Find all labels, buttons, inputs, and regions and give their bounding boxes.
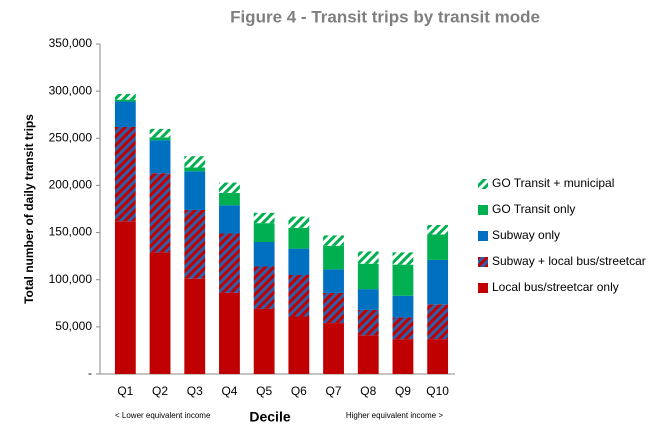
y-tick-label: 250,000	[49, 130, 93, 144]
bar-segment	[323, 235, 344, 246]
annotation: < Lower equivalent income	[115, 411, 211, 420]
x-tick-label: Q1	[117, 384, 133, 398]
x-axis-label: Decile	[249, 409, 290, 425]
y-tick-label: -	[88, 366, 92, 380]
x-tick-label: Q9	[395, 384, 411, 398]
bar-segment	[149, 173, 171, 253]
x-tick-label: Q7	[326, 384, 342, 398]
bar-segment	[288, 316, 310, 374]
bar-segment	[114, 221, 136, 374]
bar-segment	[184, 156, 206, 168]
bar-segment	[357, 335, 379, 374]
y-tick-label: 200,000	[49, 178, 93, 192]
y-tick-label: 50,000	[55, 319, 92, 333]
bar-segment	[253, 242, 275, 267]
bar-segment	[253, 212, 275, 224]
bar-segment	[323, 292, 344, 324]
bar-segment	[357, 263, 379, 290]
bar-segment	[288, 248, 310, 275]
bar-segment	[323, 323, 344, 374]
legend-label: Subway + local bus/streetcar	[492, 254, 646, 268]
bar-segment	[392, 317, 414, 340]
legend-swatch	[478, 283, 488, 293]
y-tick-label: 150,000	[49, 225, 93, 239]
bar-segment	[392, 295, 414, 318]
legend-label: GO Transit + municipal	[492, 176, 614, 190]
x-tick-label: Q8	[360, 384, 376, 398]
bar-segment	[149, 137, 171, 141]
y-tick-label: 100,000	[49, 272, 93, 286]
bar-segment	[114, 93, 136, 100]
y-axis-label: Total number of daily transit trips	[22, 114, 36, 304]
legend-swatch	[478, 231, 488, 241]
x-tick-label: Q2	[152, 384, 168, 398]
legend-label: Subway only	[492, 228, 560, 242]
bar-segment	[288, 227, 310, 249]
bar-segment	[149, 252, 171, 374]
bar-segment	[288, 275, 310, 317]
legend-swatch	[478, 179, 488, 189]
bar-segment	[323, 269, 344, 293]
x-tick-label: Q10	[426, 384, 449, 398]
bar-segment	[323, 245, 344, 270]
x-tick-label: Q3	[187, 384, 203, 398]
y-tick-label: 300,000	[49, 83, 93, 97]
bar-segment	[253, 266, 275, 309]
bar-segment	[392, 264, 414, 296]
bar-segment	[427, 304, 449, 340]
bar-segment	[253, 308, 275, 374]
legend-label: Local bus/streetcar only	[492, 280, 619, 294]
bar-segment	[357, 309, 379, 336]
bar-segment	[288, 216, 310, 228]
bar-segment	[427, 234, 449, 260]
bar-segment	[427, 259, 449, 305]
chart-title: Figure 4 - Transit trips by transit mode	[230, 7, 540, 26]
x-tick-label: Q6	[291, 384, 307, 398]
bar-segment	[114, 99, 136, 102]
bar-segment	[184, 278, 206, 374]
bar-segment	[114, 101, 136, 127]
bar-segment	[219, 192, 240, 206]
bar-segment	[253, 223, 275, 242]
legend-swatch	[478, 205, 488, 215]
bar-segment	[149, 128, 171, 138]
bar-segment	[219, 205, 240, 234]
bar-segment	[184, 171, 206, 210]
bar-segment	[184, 209, 206, 279]
bar-segment	[149, 140, 171, 174]
bar-segment	[219, 233, 240, 293]
x-tick-label: Q4	[221, 384, 237, 398]
bar-segment	[219, 292, 240, 374]
x-tick-label: Q5	[256, 384, 272, 398]
bar-segment	[114, 126, 136, 222]
bar-segment	[357, 251, 379, 264]
bar-segment	[184, 167, 206, 172]
bar-segment	[392, 252, 414, 265]
legend-label: GO Transit only	[492, 202, 575, 216]
legend-swatch	[478, 257, 488, 267]
bar-segment	[357, 289, 379, 310]
bar-segment	[427, 225, 449, 235]
bar-segment	[219, 182, 240, 193]
annotation: Higher equivalent income >	[346, 411, 443, 420]
bar-segment	[427, 339, 449, 374]
bar-segment	[392, 339, 414, 374]
y-tick-label: 350,000	[49, 36, 93, 50]
